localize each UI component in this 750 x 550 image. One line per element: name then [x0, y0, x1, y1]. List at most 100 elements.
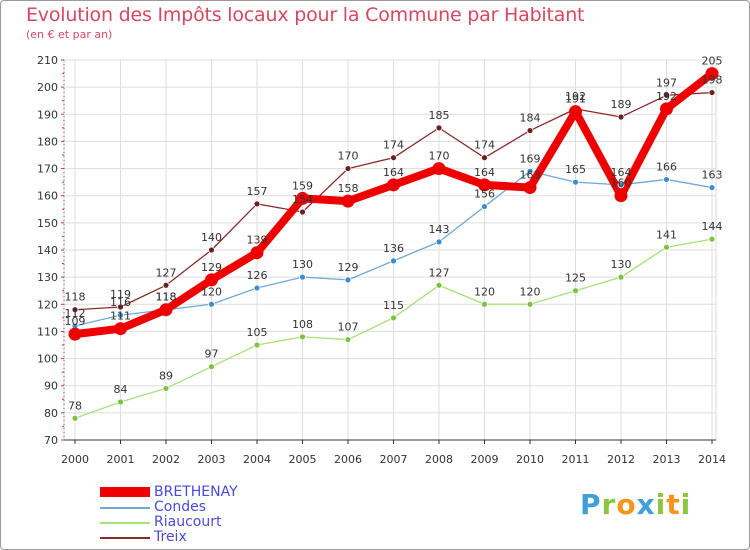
y-tick-label: 210 — [37, 54, 58, 67]
x-tick-label: 2001 — [107, 453, 135, 466]
data-label: 115 — [383, 299, 404, 312]
logo-letter: i — [655, 488, 667, 521]
data-label: 89 — [159, 369, 173, 382]
y-tick-label: 160 — [37, 190, 58, 203]
data-label: 158 — [338, 182, 359, 195]
logo-letter: o — [616, 488, 637, 521]
data-point — [253, 341, 261, 349]
y-tick-label: 150 — [37, 217, 58, 230]
data-label: 108 — [292, 318, 313, 331]
y-tick-label: 140 — [37, 244, 58, 257]
data-point — [660, 102, 673, 116]
x-tick-label: 2011 — [562, 453, 590, 466]
data-label: 84 — [114, 383, 128, 396]
data-label: 184 — [520, 112, 541, 125]
data-label: 143 — [429, 223, 450, 236]
data-point — [299, 333, 306, 341]
legend-swatch — [100, 507, 150, 509]
y-tick-label: 200 — [37, 81, 58, 94]
y-tick-label: 180 — [37, 135, 58, 148]
data-label: 163 — [520, 169, 541, 182]
data-point — [71, 306, 79, 314]
logo-letter: i — [680, 488, 692, 521]
data-label: 78 — [68, 399, 82, 412]
x-tick-label: 2000 — [61, 453, 89, 466]
data-label: 205 — [702, 55, 723, 68]
data-point — [299, 208, 306, 216]
x-tick-label: 2005 — [289, 453, 317, 466]
data-point — [478, 178, 491, 192]
y-tick-label: 190 — [37, 108, 58, 121]
data-point — [253, 284, 261, 292]
data-point — [617, 273, 625, 281]
x-tick-label: 2003 — [198, 453, 226, 466]
data-label: 198 — [702, 74, 723, 87]
data-label: 160 — [611, 177, 632, 190]
data-label: 130 — [611, 258, 632, 271]
data-label: 192 — [565, 90, 586, 103]
legend-label: Riaucourt — [154, 514, 222, 530]
data-label: 107 — [338, 321, 359, 334]
data-point — [432, 162, 446, 176]
data-label: 166 — [656, 160, 677, 173]
data-point — [159, 303, 173, 317]
data-label: 119 — [110, 288, 131, 301]
data-point — [250, 246, 264, 260]
data-label: 127 — [156, 266, 177, 279]
data-point — [526, 127, 534, 134]
data-label: 112 — [65, 307, 86, 320]
y-tick-label: 130 — [37, 271, 58, 284]
data-point — [663, 91, 670, 99]
data-point — [117, 398, 124, 406]
data-label: 141 — [656, 228, 677, 241]
data-label: 136 — [383, 242, 404, 255]
data-label: 164 — [611, 166, 632, 179]
logo-letter: x — [636, 488, 656, 521]
data-point — [162, 385, 170, 392]
data-label: 191 — [565, 93, 586, 106]
data-point — [617, 181, 625, 189]
data-point — [387, 178, 400, 192]
data-label: 125 — [565, 272, 586, 285]
data-point — [705, 67, 719, 81]
y-tick-label: 90 — [44, 380, 58, 393]
x-tick-label: 2007 — [380, 453, 408, 466]
data-point — [117, 303, 124, 311]
data-label: 185 — [429, 109, 450, 122]
data-label: 170 — [429, 150, 450, 163]
data-point — [205, 273, 218, 287]
data-point — [390, 154, 397, 162]
data-point — [253, 200, 261, 208]
data-point — [523, 181, 537, 195]
data-label: 111 — [110, 310, 131, 323]
proxiti-logo: Proxiti — [580, 488, 691, 521]
data-point — [435, 281, 443, 289]
data-point — [344, 276, 352, 284]
chart-subtitle: (en € et par an) — [26, 28, 113, 41]
data-point — [435, 238, 443, 246]
data-point — [708, 89, 716, 96]
data-label: 164 — [383, 166, 404, 179]
data-label: 120 — [201, 285, 222, 298]
data-point — [481, 300, 488, 308]
data-point — [114, 322, 127, 336]
data-point — [296, 191, 309, 205]
data-label: 118 — [156, 291, 177, 304]
data-label: 156 — [474, 188, 495, 201]
data-point — [526, 167, 534, 175]
data-point — [341, 194, 355, 208]
data-label: 97 — [205, 348, 219, 361]
data-point — [481, 203, 488, 210]
data-point — [344, 336, 352, 343]
y-tick-label: 70 — [44, 434, 58, 447]
data-label: 164 — [474, 166, 495, 179]
y-tick-label: 110 — [37, 325, 58, 338]
data-label: 116 — [110, 296, 131, 309]
x-tick-label: 2012 — [607, 453, 635, 466]
x-tick-label: 2014 — [698, 453, 726, 466]
data-label: 197 — [656, 76, 677, 89]
data-label: 120 — [474, 285, 495, 298]
data-point — [208, 300, 215, 308]
